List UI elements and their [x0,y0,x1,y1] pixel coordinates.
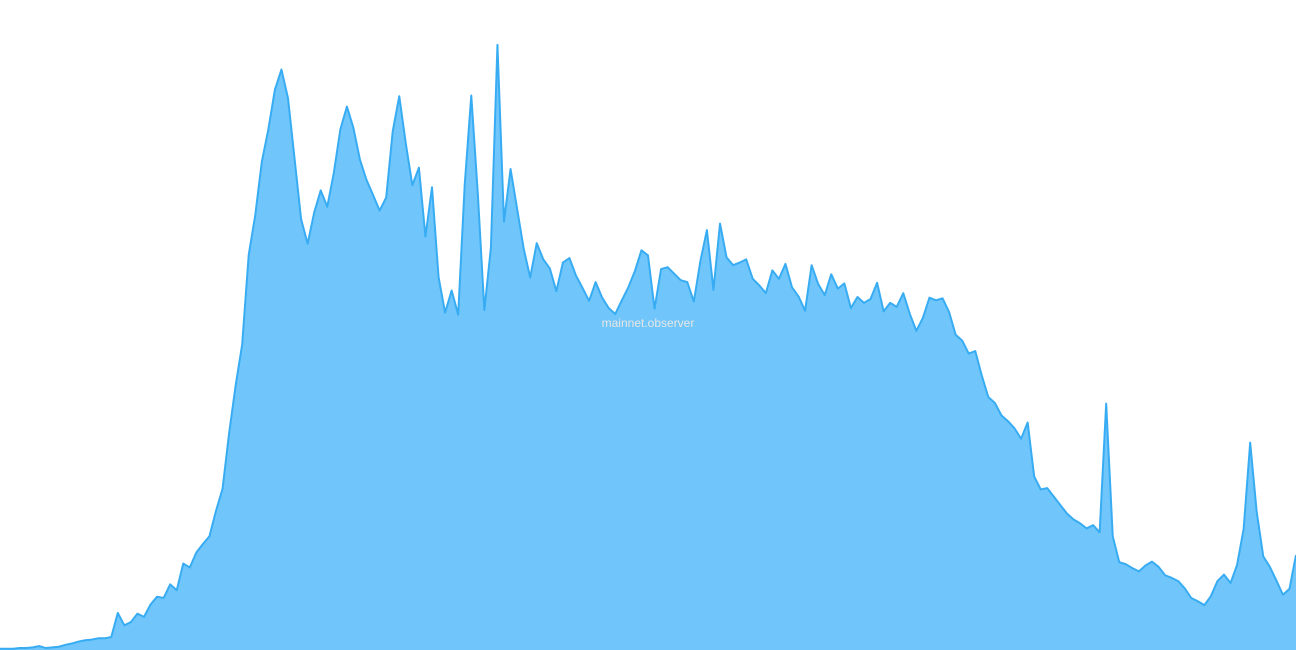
series-line [0,43,1296,650]
series-area-fill [0,44,1296,650]
